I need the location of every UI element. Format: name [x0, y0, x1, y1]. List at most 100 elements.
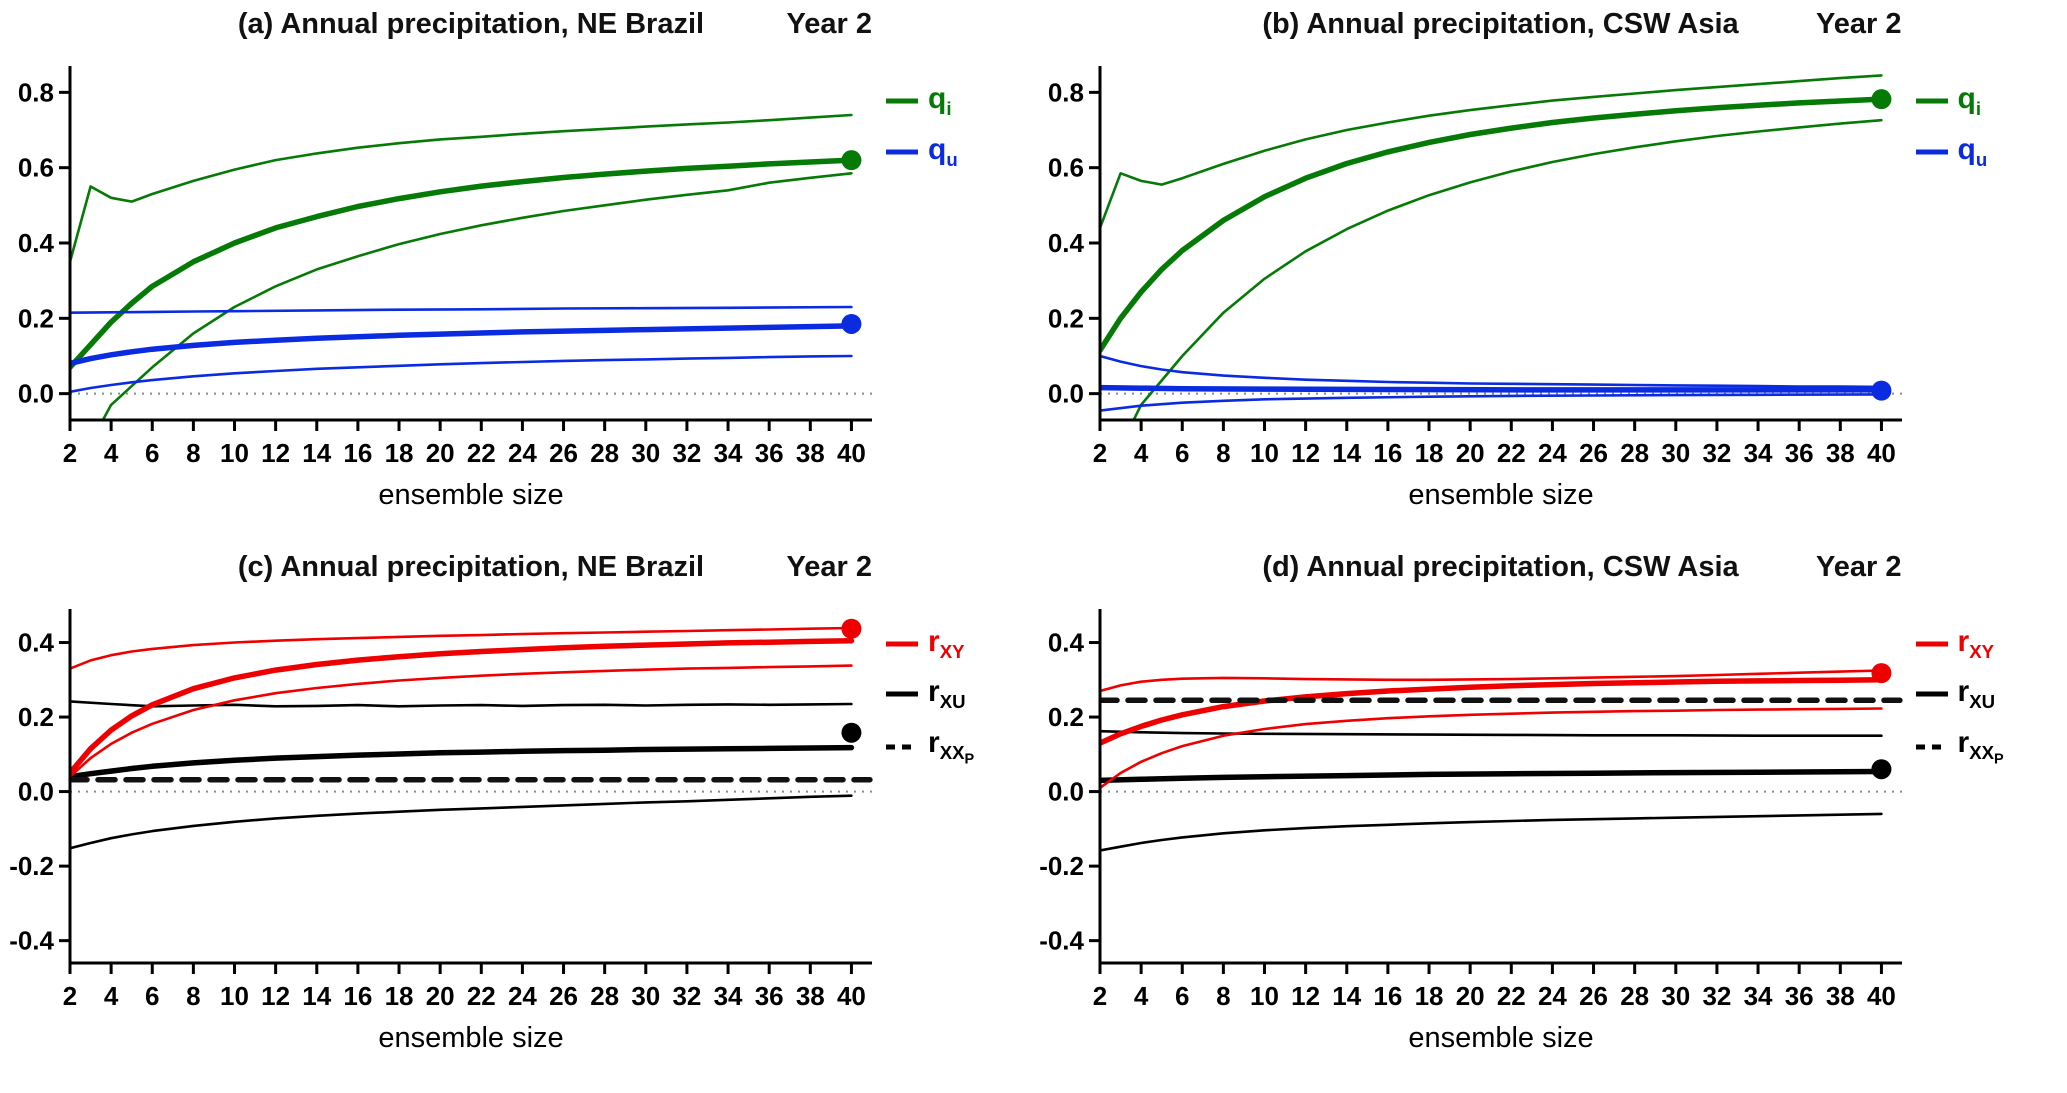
- x-tick-label: 24: [1537, 981, 1566, 1011]
- x-tick-label: 14: [1332, 438, 1361, 468]
- x-axis-label: ensemble size: [378, 1022, 563, 1054]
- x-tick-label: 30: [1661, 981, 1690, 1011]
- series-rxy-mid: [1099, 676, 1884, 746]
- legend-line-sample: [1915, 149, 1948, 155]
- x-tick-label: 12: [261, 438, 290, 468]
- x-tick-label: 4: [104, 438, 119, 468]
- x-tick-label: 4: [1133, 981, 1148, 1011]
- x-tick-label: 16: [343, 981, 372, 1011]
- x-tick-label: 24: [508, 438, 537, 468]
- x-tick-label: 6: [145, 981, 159, 1011]
- series-rxu-mid: [1099, 768, 1884, 783]
- series-rxu-lower: [1099, 812, 1883, 852]
- legend-entry-rXY: rXY: [1914, 624, 2060, 662]
- y-tick-label: 0.6: [1047, 153, 1083, 183]
- series-qi-lower: [1131, 118, 1883, 420]
- series-qi-upper: [70, 113, 853, 264]
- legend-dashed-line-sample: [1915, 744, 1948, 750]
- series-qu-upper: [70, 305, 853, 314]
- panel-d-legend: rXY rXU rXXP: [1914, 597, 2060, 1059]
- x-tick-label: 4: [104, 981, 119, 1011]
- panel-b-plot: 0.00.20.40.60.82 4 6 8 10 12 14 16 18 20 22 24 26 28 3…: [1047, 66, 1902, 511]
- y-tick-label: 0.2: [1047, 303, 1083, 333]
- series-rxu-lower: [70, 793, 853, 849]
- x-tick-label: 10: [220, 981, 249, 1011]
- legend-entry-rXY: rXY: [884, 626, 1030, 662]
- y-tick-label: 0.0: [1047, 379, 1083, 409]
- panel-a: (a) Annual precipitation, NE Brazil Year…: [4, 8, 1034, 551]
- series-qi-mid: [70, 157, 855, 371]
- y-tick-label: 0.0: [1047, 776, 1083, 806]
- legend-line-sample: [886, 691, 918, 697]
- legend-label: qu: [928, 132, 958, 170]
- series-qi-upper: [1099, 74, 1883, 230]
- x-tick-label: 12: [1291, 438, 1320, 468]
- x-tick-label: 12: [261, 981, 290, 1011]
- series-qi-lower: [101, 172, 853, 420]
- y-tick-label: 0.0: [18, 776, 54, 806]
- x-tick-label: 24: [508, 981, 537, 1011]
- series-qi-mid: [1099, 96, 1884, 354]
- y-tick-label: -0.2: [9, 851, 54, 881]
- x-tick-label: 26: [549, 438, 578, 468]
- x-tick-label: 18: [385, 438, 414, 468]
- y-tick-label: 0.2: [18, 702, 54, 732]
- x-axis-label: ensemble size: [1408, 1022, 1593, 1054]
- series-qu-mid: [1099, 384, 1884, 393]
- panel-a-title: (a) Annual precipitation, NE Brazil: [237, 8, 705, 40]
- panel-c-title: (c) Annual precipitation, NE Brazil: [237, 550, 705, 583]
- x-tick-label: 26: [549, 981, 578, 1011]
- panel-a-year-label: Year 2: [786, 8, 872, 40]
- y-tick-label: 0.4: [18, 228, 55, 258]
- legend-entry-rXU: rXU: [884, 677, 1030, 712]
- legend-label: rXU: [1957, 675, 1996, 713]
- end-dot: [841, 722, 862, 743]
- x-tick-label: 26: [1579, 438, 1608, 468]
- x-tick-label: 36: [755, 438, 784, 468]
- x-tick-label: 36: [755, 981, 784, 1011]
- x-tick-label: 20: [426, 438, 455, 468]
- x-tick-label: 22: [1496, 981, 1525, 1011]
- x-tick-label: 34: [714, 981, 743, 1011]
- x-tick-label: 32: [1702, 981, 1731, 1011]
- x-tick-label: 16: [1373, 438, 1402, 468]
- panel-b-title: (b) Annual precipitation, CSW Asia: [1262, 8, 1739, 40]
- panel-d-year-label: Year 2: [1816, 550, 1902, 583]
- x-tick-label: 14: [1332, 981, 1361, 1011]
- x-tick-label: 36: [1784, 981, 1813, 1011]
- x-tick-label: 6: [145, 438, 159, 468]
- series-group: [1099, 668, 1903, 852]
- panel-b-body: 0.0 0.2 0.4 0.6 0.8 2 4 6 8 10 12 14 16 18 20 22 24 26 28 3…: [1034, 54, 2060, 516]
- legend-label: qi: [928, 82, 952, 119]
- panel-c-year-label: Year 2: [786, 550, 872, 583]
- x-tick-label: 16: [343, 438, 372, 468]
- legend-label: rXY: [1957, 624, 1995, 662]
- legend-entry-rXX: rXXP: [884, 727, 1030, 767]
- x-tick-label: 12: [1291, 981, 1320, 1011]
- series-group: [70, 626, 873, 849]
- panel-c-body: -0.4 -0.2 0.0 0.2 0.4 2 4 6 8 10 12 14 16 18 20 22 24 26 2…: [4, 597, 1030, 1059]
- x-tick-label: 14: [302, 438, 331, 468]
- x-tick-label: 4: [1133, 438, 1148, 468]
- x-tick-label: 10: [1250, 438, 1279, 468]
- axis-spines: [68, 66, 872, 422]
- legend-label: rXU: [928, 675, 966, 713]
- y-tick-label: 0.4: [1047, 228, 1084, 258]
- x-tick-label: 38: [1825, 438, 1854, 468]
- y-tick-label: -0.4: [1039, 925, 1084, 955]
- series-qu-upper: [1099, 354, 1883, 389]
- x-tick-label: 2: [1092, 438, 1106, 468]
- x-tick-label: 28: [590, 981, 619, 1011]
- y-tick-label: 0.0: [18, 379, 54, 409]
- legend-entry-qu: qu: [1914, 134, 2060, 170]
- x-tick-label: 8: [186, 981, 200, 1011]
- end-dot: [841, 618, 862, 639]
- x-tick-label: 38: [796, 981, 825, 1011]
- x-tick-label: 30: [1661, 438, 1690, 468]
- axis-spines: [1098, 608, 1902, 964]
- x-tick-label: 22: [467, 981, 496, 1011]
- x-tick-label: 6: [1175, 438, 1189, 468]
- x-tick-label: 36: [1784, 438, 1813, 468]
- x-tick-label: 22: [467, 438, 496, 468]
